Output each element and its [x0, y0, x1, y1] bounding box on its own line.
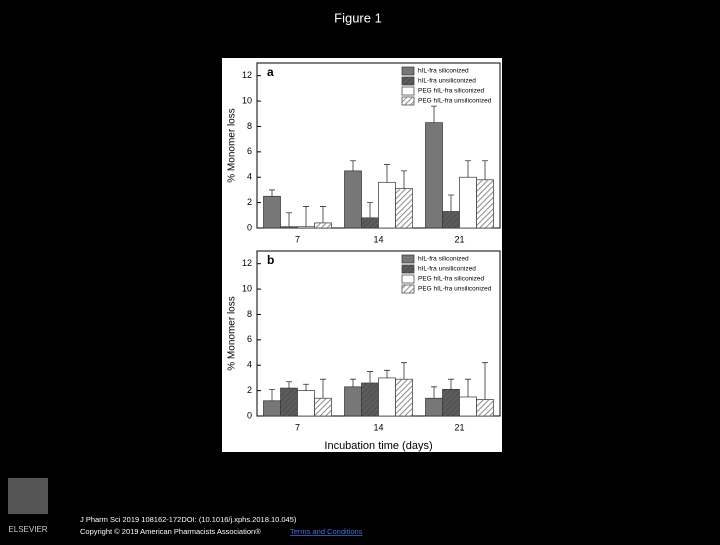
error-bar — [367, 371, 373, 383]
logo-text: ELSEVIER — [8, 525, 47, 534]
error-bar — [431, 105, 437, 123]
legend-label: hIL-fra siliconized — [418, 256, 469, 263]
bar-hatch — [476, 179, 494, 228]
error-bar — [384, 369, 390, 378]
bar — [378, 181, 396, 229]
y-tick-label: 10 — [242, 283, 252, 293]
error-bar — [350, 160, 356, 171]
error-bar — [303, 383, 309, 391]
panel-label: b — [267, 253, 274, 267]
legend-hatch — [402, 265, 414, 273]
legend-swatch — [401, 274, 415, 284]
y-tick-label: 2 — [247, 385, 252, 395]
x-axis-label: Incubation time (days) — [324, 440, 432, 452]
error-bar — [384, 164, 390, 183]
error-bar — [350, 378, 356, 387]
y-tick-label: 10 — [242, 95, 252, 105]
y-axis-label: % Monomer loss — [227, 108, 238, 182]
x-tick-label: 7 — [295, 422, 300, 432]
legend-swatch — [401, 86, 415, 96]
panel-label: a — [267, 65, 274, 79]
error-bar — [320, 206, 326, 223]
legend-swatch — [401, 254, 415, 264]
legend-label: hIL-fra unsiliconized — [418, 266, 476, 273]
bar — [263, 400, 281, 417]
bar-hatch — [442, 211, 460, 228]
bar-hatch — [395, 188, 413, 228]
x-tick-label: 14 — [373, 234, 383, 244]
error-bar — [269, 388, 275, 401]
legend-swatch — [401, 66, 415, 76]
legend-hatch — [402, 77, 414, 85]
legend-hatch — [402, 97, 414, 105]
legend-label: PEG hIL-fra unsiliconized — [418, 98, 492, 105]
bar — [459, 176, 477, 229]
error-bar — [286, 381, 292, 389]
legend-label: hIL-fra unsiliconized — [418, 78, 476, 85]
error-bar — [465, 160, 471, 178]
y-tick-label: 2 — [247, 197, 252, 207]
slide-title: Figure 1 — [334, 10, 382, 25]
bar-hatch — [395, 379, 413, 416]
citation: J Pharm Sci 2019 108162-172DOI: (10.1016… — [80, 515, 297, 524]
x-tick-label: 21 — [454, 234, 464, 244]
y-tick-label: 6 — [247, 146, 252, 156]
x-tick-label: 21 — [454, 422, 464, 432]
y-tick-label: 4 — [247, 172, 252, 182]
y-tick-label: 4 — [247, 360, 252, 370]
bar-hatch — [361, 217, 379, 228]
legend-label: hIL-fra siliconized — [418, 68, 469, 75]
bar-hatch — [280, 388, 298, 416]
bar — [459, 396, 477, 417]
legend-label: PEG hIL-fra siliconized — [418, 88, 484, 95]
terms-link[interactable]: Terms and Conditions — [290, 527, 363, 536]
x-tick-label: 7 — [295, 234, 300, 244]
error-bar — [303, 206, 309, 227]
error-bar — [482, 362, 488, 400]
error-bar — [431, 386, 437, 399]
y-tick-label: 12 — [242, 70, 252, 80]
copyright: Copyright © 2019 American Pharmacists As… — [80, 527, 261, 536]
y-tick-label: 8 — [247, 309, 252, 319]
bar — [425, 397, 443, 417]
bar — [344, 170, 362, 229]
error-bar — [269, 189, 275, 197]
y-tick-label: 12 — [242, 258, 252, 268]
bar-hatch — [314, 398, 332, 416]
bar-hatch — [361, 383, 379, 416]
bar — [263, 195, 281, 229]
y-tick-label: 6 — [247, 334, 252, 344]
legend-label: PEG hIL-fra siliconized — [418, 276, 484, 283]
bar — [378, 377, 396, 417]
legend-hatch — [402, 285, 414, 293]
error-bar — [448, 194, 454, 212]
error-bar — [448, 378, 454, 390]
bar-hatch — [442, 389, 460, 416]
y-tick-label: 0 — [247, 222, 252, 232]
error-bar — [482, 160, 488, 180]
bar-hatch — [476, 399, 494, 416]
bar — [425, 122, 443, 229]
y-axis-label: % Monomer loss — [227, 296, 238, 370]
bar-hatch — [314, 222, 332, 228]
y-tick-label: 8 — [247, 121, 252, 131]
logo-tree — [8, 478, 48, 514]
bar — [297, 226, 315, 229]
bar — [344, 386, 362, 417]
bar-hatch — [280, 226, 298, 228]
error-bar — [286, 212, 292, 227]
y-tick-label: 0 — [247, 410, 252, 420]
legend-label: PEG hIL-fra unsiliconized — [418, 286, 492, 293]
error-bar — [367, 202, 373, 218]
error-bar — [465, 378, 471, 397]
error-bar — [401, 170, 407, 189]
x-tick-label: 14 — [373, 422, 383, 432]
error-bar — [401, 362, 407, 380]
bar — [297, 390, 315, 417]
error-bar — [320, 378, 326, 399]
